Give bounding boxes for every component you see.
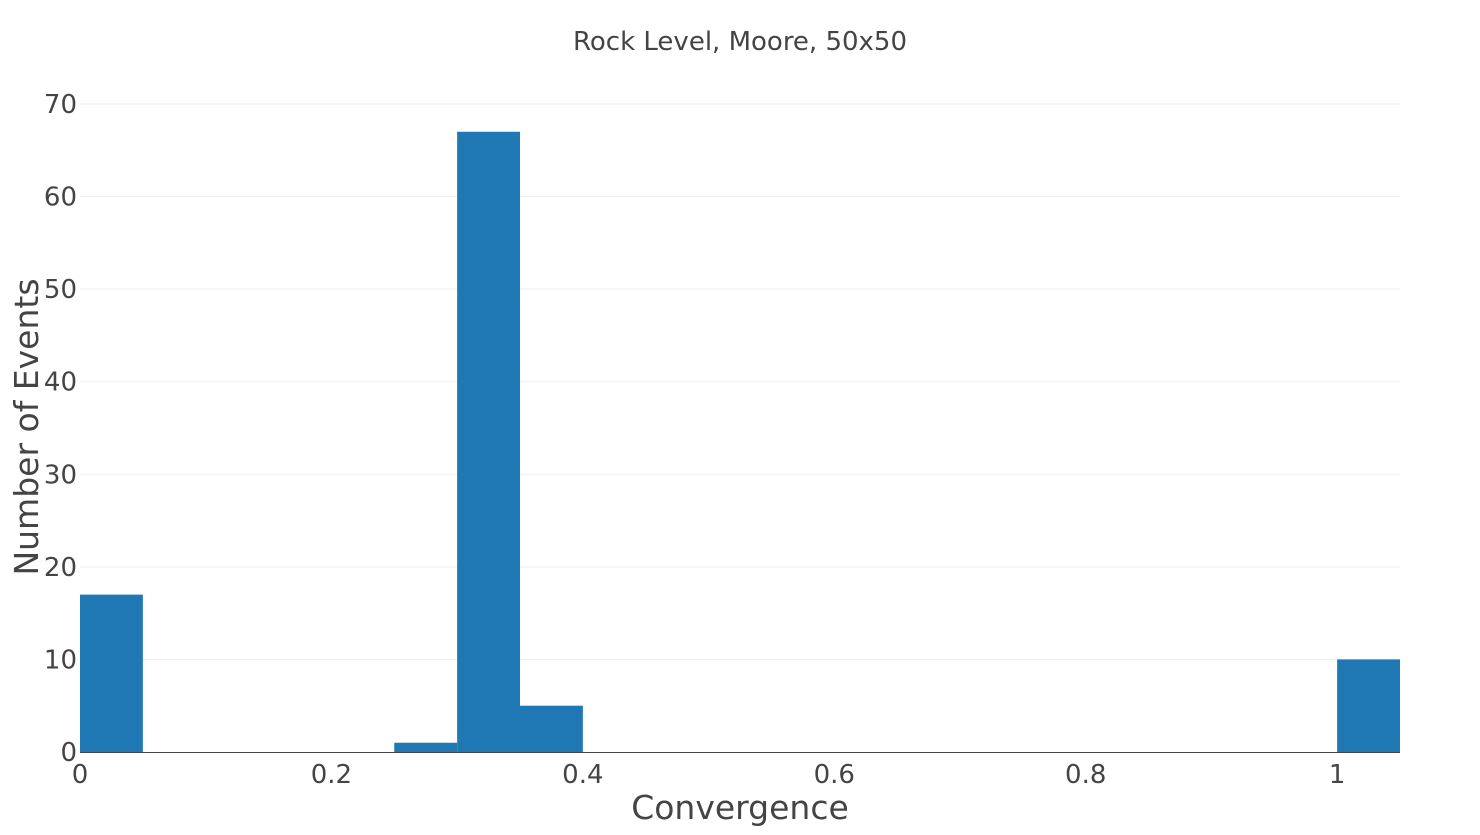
histogram-bar xyxy=(80,594,143,752)
x-tick-label: 1 xyxy=(1329,760,1346,790)
x-tick-label: 0.6 xyxy=(814,760,855,790)
histogram-bar xyxy=(520,705,583,752)
y-tick-label: 30 xyxy=(44,460,77,490)
y-tick-label: 10 xyxy=(44,645,77,675)
histogram-bar xyxy=(394,742,458,752)
x-tick-label: 0.4 xyxy=(562,760,603,790)
y-tick-label: 0 xyxy=(60,738,77,768)
x-tick-label: 0 xyxy=(72,760,89,790)
gridlines xyxy=(80,103,1400,660)
histogram-bar xyxy=(457,131,520,752)
x-axis-ticks: 0 0.2 0.4 0.6 0.8 1 xyxy=(72,760,1346,790)
y-tick-label: 60 xyxy=(44,183,77,213)
y-tick-label: 70 xyxy=(44,90,77,120)
y-tick-label: 20 xyxy=(44,553,77,583)
histogram-bar xyxy=(1337,659,1400,752)
y-axis-ticks: 0 10 20 30 40 50 60 70 xyxy=(44,90,77,768)
x-tick-label: 0.8 xyxy=(1065,760,1106,790)
y-axis-title: Number of Events xyxy=(7,278,46,575)
bars xyxy=(80,131,1400,752)
x-tick-label: 0.2 xyxy=(311,760,352,790)
y-tick-label: 40 xyxy=(44,368,77,398)
chart-title: Rock Level, Moore, 50x50 xyxy=(573,27,907,57)
y-tick-label: 50 xyxy=(44,275,77,305)
x-axis-title: Convergence xyxy=(631,788,849,827)
